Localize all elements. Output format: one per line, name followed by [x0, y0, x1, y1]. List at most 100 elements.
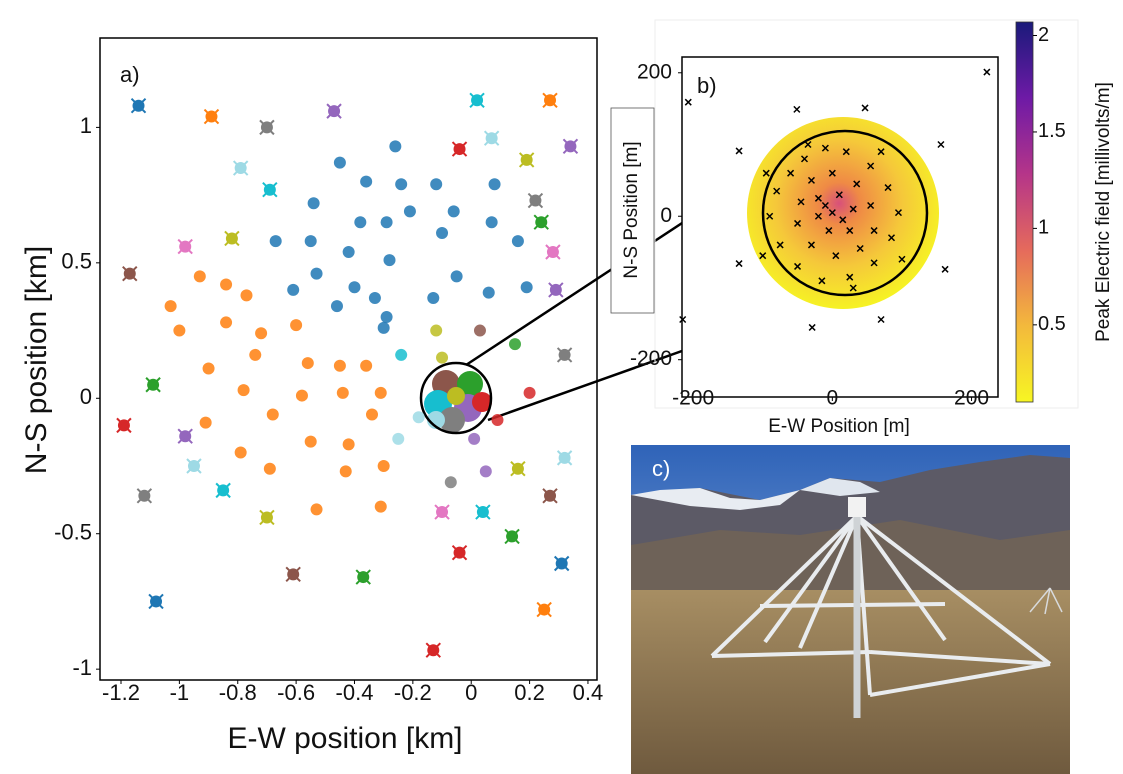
- point: [264, 463, 276, 475]
- point: [348, 281, 360, 293]
- antenna-marker: [453, 142, 467, 156]
- y-tick-label: 0.5: [61, 249, 92, 274]
- antenna-marker: [520, 153, 534, 167]
- point: [404, 205, 416, 217]
- x-tick-label: 0: [465, 680, 477, 705]
- point: [378, 460, 390, 472]
- antenna-marker: [117, 418, 131, 432]
- point: [220, 316, 232, 328]
- point: [334, 157, 346, 169]
- point: [512, 235, 524, 247]
- point: [354, 216, 366, 228]
- antenna-marker: [555, 557, 569, 571]
- antenna-marker: [511, 462, 525, 476]
- point: [378, 322, 390, 334]
- point: [235, 446, 247, 458]
- point: [480, 465, 492, 477]
- antenna-marker: [146, 378, 160, 392]
- point: [173, 325, 185, 337]
- point: [389, 140, 401, 152]
- point: [311, 503, 323, 515]
- point: [445, 476, 457, 488]
- point: [483, 287, 495, 299]
- point: [509, 338, 521, 350]
- point: [311, 268, 323, 280]
- point: [238, 384, 250, 396]
- antenna-marker: [549, 283, 563, 297]
- point: [451, 270, 463, 282]
- x-tick-label: -0.2: [394, 680, 432, 705]
- point: [305, 436, 317, 448]
- antenna-photo: [631, 445, 1070, 774]
- point: [360, 360, 372, 372]
- point: [302, 357, 314, 369]
- x-tick-label: 0.4: [573, 680, 604, 705]
- y-tick-label: -1: [72, 655, 92, 680]
- point: [413, 411, 425, 423]
- point: [395, 178, 407, 190]
- zoom-cluster: [421, 363, 492, 433]
- plot-frame: [100, 38, 597, 680]
- antenna-marker: [263, 183, 277, 197]
- antenna-marker: [543, 489, 557, 503]
- point: [270, 235, 282, 247]
- antenna-marker: [558, 348, 572, 362]
- antenna-marker: [485, 131, 499, 145]
- colorbar: [1016, 22, 1033, 402]
- page: {"chart_data": [ {"type": "scatter", "pa…: [0, 0, 1123, 774]
- point: [521, 281, 533, 293]
- antenna-marker: [225, 231, 239, 245]
- antenna-marker: [426, 643, 440, 657]
- point: [340, 465, 352, 477]
- colorbar-tick-label: 1.5: [1038, 120, 1066, 142]
- point: [343, 438, 355, 450]
- antenna-marker: [260, 510, 274, 524]
- antenna-marker: [216, 483, 230, 497]
- antenna-marker: [234, 161, 248, 175]
- point: [366, 409, 378, 421]
- point: [290, 319, 302, 331]
- y-tick-label: 200: [637, 60, 672, 83]
- panel-label: c): [652, 456, 670, 481]
- point: [474, 325, 486, 337]
- point: [249, 349, 261, 361]
- antenna-marker: [149, 594, 163, 608]
- colorbar-tick-label: 0.5: [1038, 313, 1066, 335]
- y-axis-label: N-S position [km]: [20, 246, 53, 474]
- x-tick-label: -0.6: [277, 680, 315, 705]
- point: [200, 417, 212, 429]
- antenna-marker: [453, 546, 467, 560]
- antenna-marker: [123, 267, 137, 281]
- point: [430, 178, 442, 190]
- y-tick-label: 0: [660, 204, 672, 227]
- point: [427, 292, 439, 304]
- point: [287, 284, 299, 296]
- point: [491, 414, 503, 426]
- x-tick-label: -1: [170, 680, 190, 705]
- panel-label: b): [697, 73, 717, 98]
- antenna-marker: [505, 529, 519, 543]
- antenna-marker: [546, 245, 560, 259]
- field-map: [747, 117, 939, 309]
- figure: c) -1.2-1-0.8-0.6-0.4-0.200.20.4-1-0.500…: [0, 0, 1123, 774]
- point: [381, 216, 393, 228]
- point: [395, 349, 407, 361]
- x-axis-label: E-W Position [m]: [768, 416, 909, 437]
- point: [241, 289, 253, 301]
- point: [436, 227, 448, 239]
- y-tick-label: 1: [80, 113, 92, 138]
- antenna-marker: [327, 104, 341, 118]
- x-tick-label: -200: [672, 387, 714, 410]
- point: [334, 360, 346, 372]
- antenna-marker: [558, 451, 572, 465]
- point: [369, 292, 381, 304]
- point: [267, 409, 279, 421]
- antenna-marker: [476, 505, 490, 519]
- point: [384, 254, 396, 266]
- antenna-marker: [563, 139, 577, 153]
- y-axis-label: N-S Position [m]: [621, 141, 642, 278]
- antenna-marker: [204, 110, 218, 124]
- x-tick-label: 0.2: [514, 680, 545, 705]
- antenna-marker: [137, 489, 151, 503]
